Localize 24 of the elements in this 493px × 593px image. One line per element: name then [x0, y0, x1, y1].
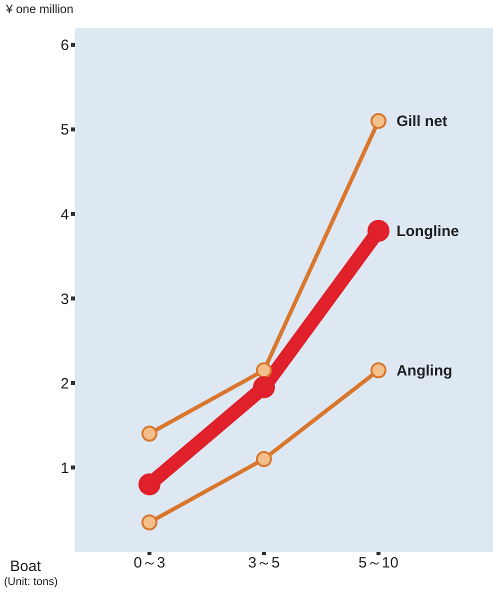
point [370, 362, 386, 378]
y-tick-label: 5 [60, 122, 69, 139]
point [138, 473, 160, 496]
point [141, 514, 158, 530]
y-tick-label: 2 [60, 375, 69, 392]
x-tick-label: 0～3 [134, 554, 166, 572]
series-label: Angling [396, 362, 452, 380]
point [252, 376, 275, 398]
text: (Unit: tons) [4, 576, 58, 588]
x-tick-label: 3～5 [248, 554, 280, 572]
point [370, 112, 386, 129]
y-tick-label: 3 [60, 290, 69, 308]
x-tick-label: 5～10 [358, 554, 398, 572]
y-tick-label: 1 [60, 460, 69, 477]
point [141, 426, 158, 442]
point [256, 451, 272, 468]
series-label: Longline [396, 222, 459, 240]
y-tick-label: 6 [60, 37, 69, 54]
series-label: Gill net [396, 112, 448, 130]
x-axis-title: Boat [10, 558, 41, 575]
point [367, 220, 390, 242]
y-tick-label: 4 [60, 206, 69, 224]
y-axis-title: ¥ one million [6, 2, 74, 16]
point [256, 362, 272, 378]
